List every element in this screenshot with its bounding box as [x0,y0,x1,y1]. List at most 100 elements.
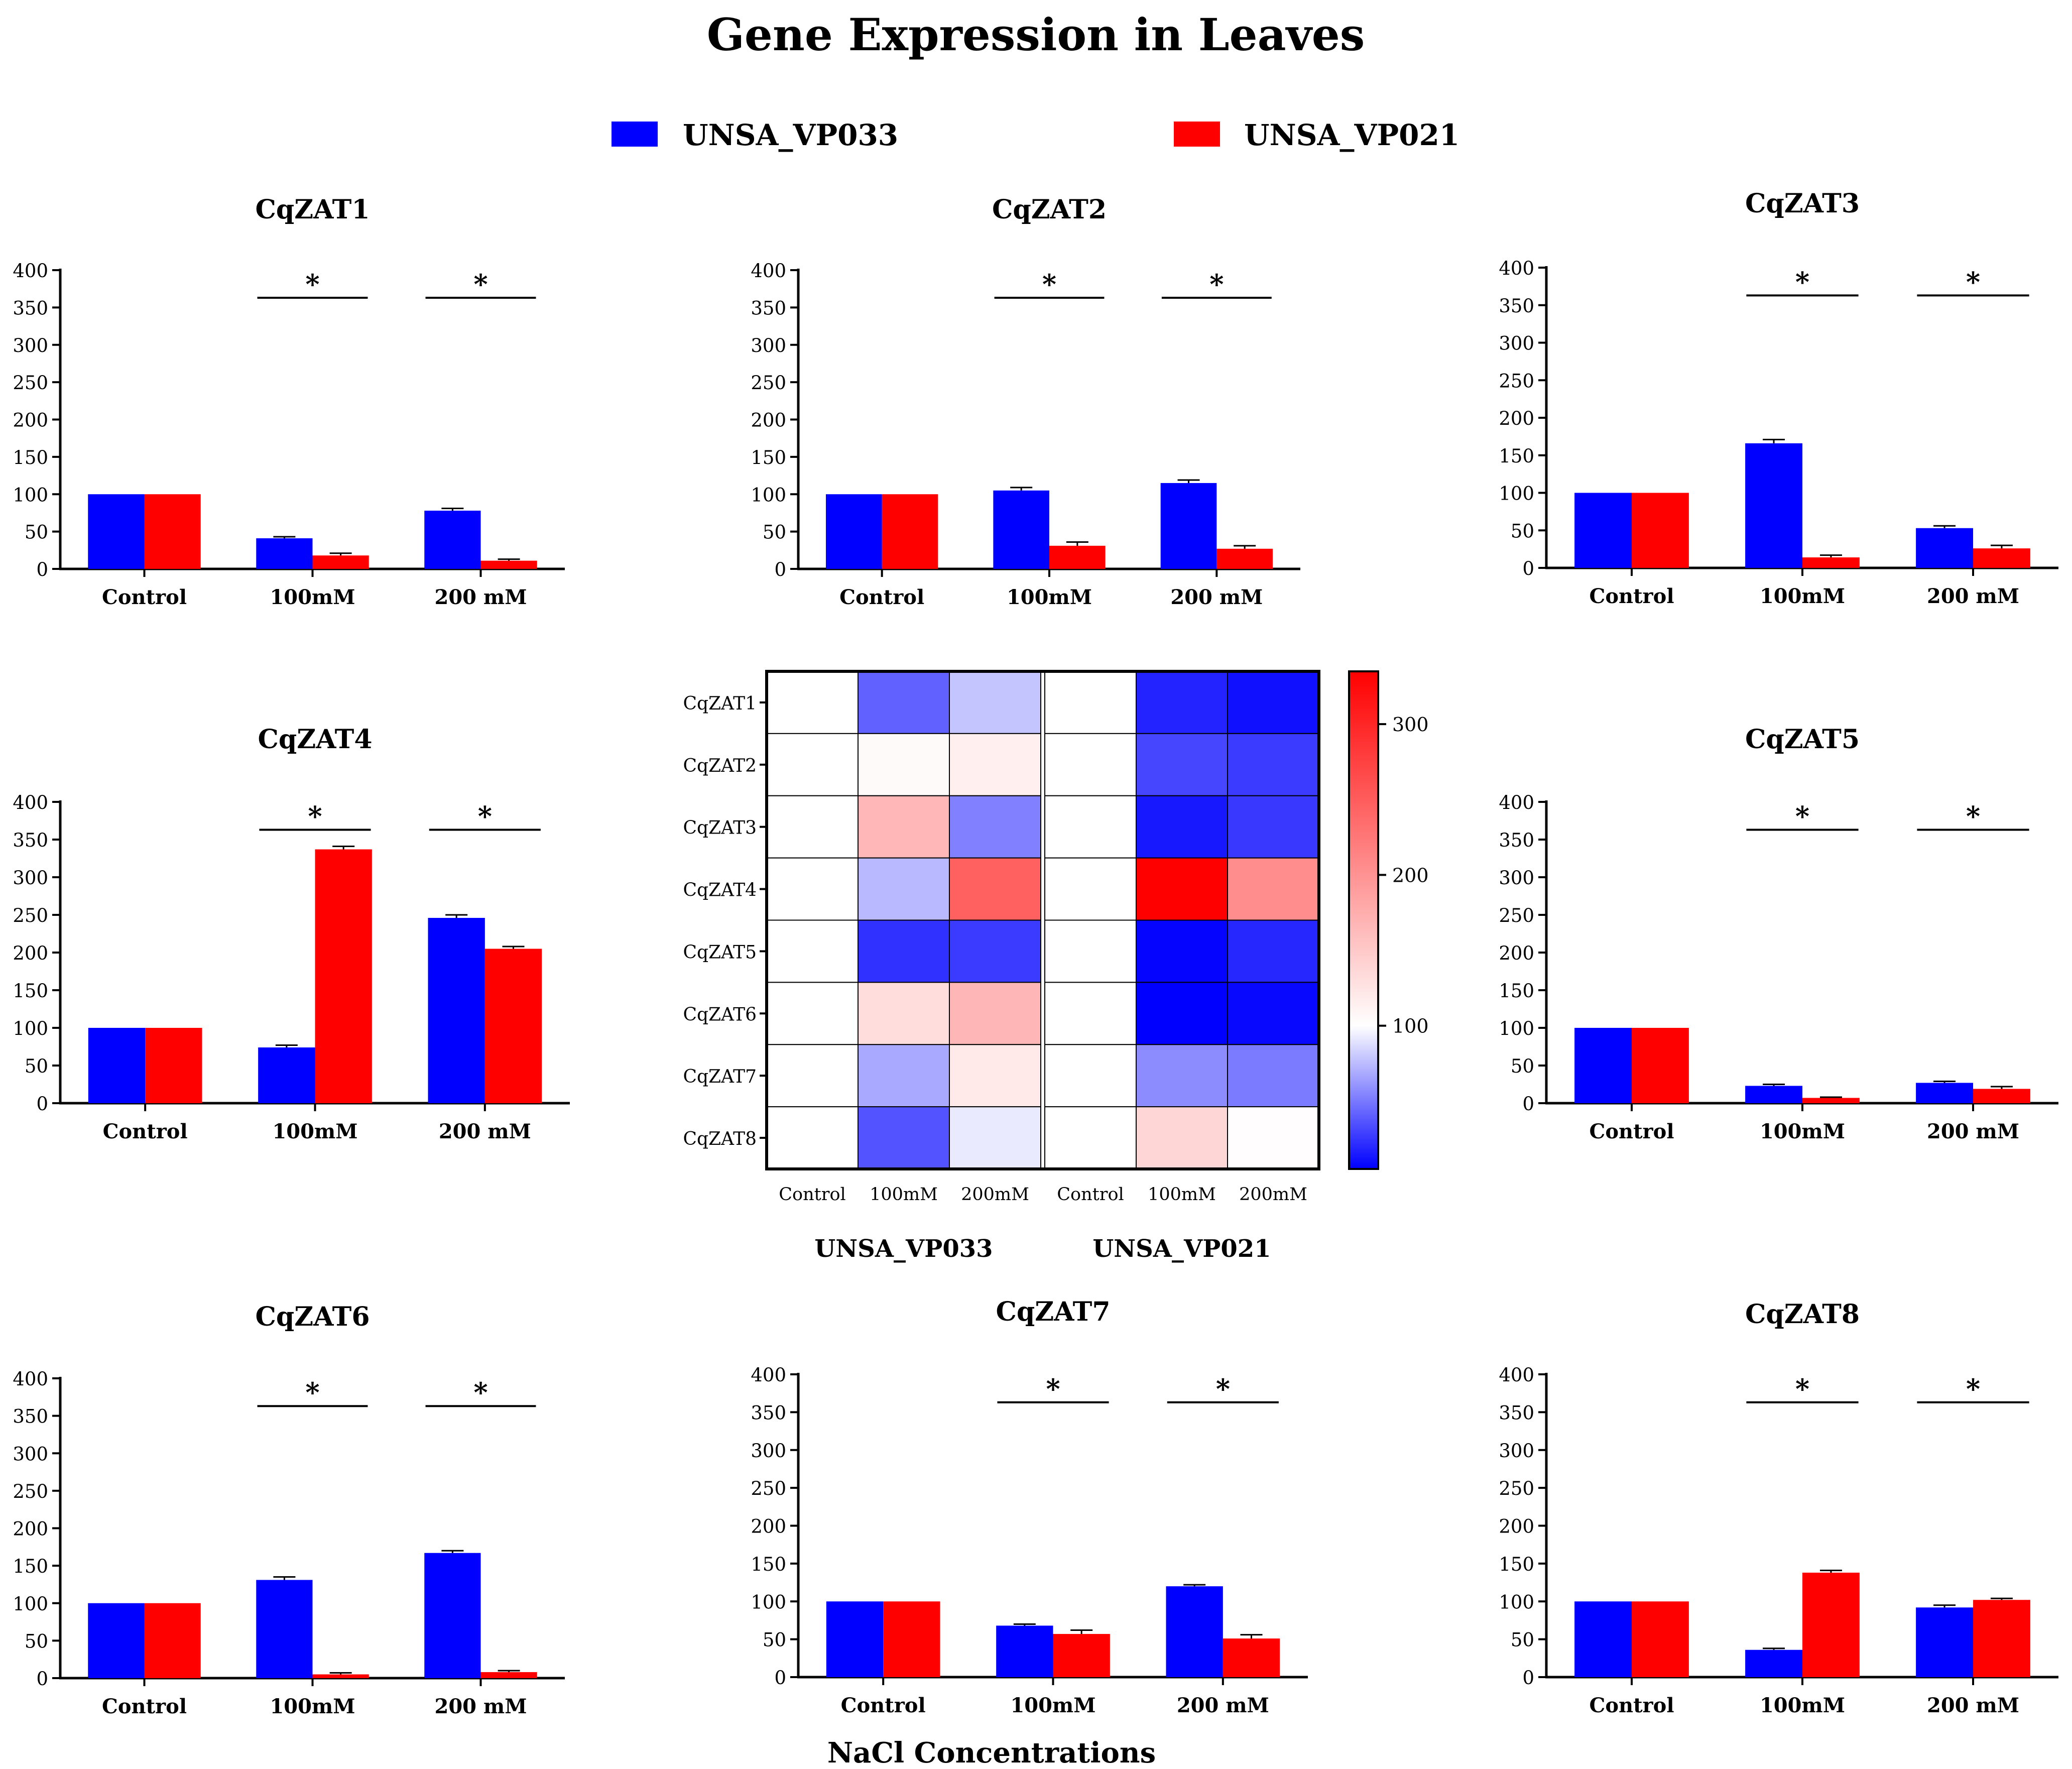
heatmap-cell [858,1044,950,1108]
bar-vp021-0 [1632,493,1689,568]
y-tick-label: 0 [1522,558,1534,579]
colorbar-tick-label: 200 [1392,864,1429,886]
bar-vp033-2 [424,1553,481,1678]
heatmap-cell [1136,795,1228,859]
bar-vp033-0 [1574,493,1632,568]
legend-label-vp021: UNSA_VP021 [1244,118,1459,152]
heatmap-cell [1044,733,1137,796]
legend-swatch-vp033 [612,122,658,147]
bar-vp033-2 [1916,528,1973,568]
bar-vp021-2 [1973,1089,2030,1103]
y-tick-label: 150 [751,1554,786,1575]
heatmap-col-label: 100mM [870,1185,938,1205]
bar-vp033-2 [1166,1586,1223,1677]
bar-vp033-2 [1916,1083,1973,1103]
x-tick-label: Control [102,585,187,609]
bar-vp021-1 [312,555,369,569]
heatmap-row-label: CqZAT2 [683,756,757,776]
y-tick-label: 0 [36,1668,48,1690]
heatmap-cell [1227,919,1319,983]
y-tick-label: 100 [1499,483,1534,505]
y-tick-label: 150 [13,1556,48,1577]
bar-vp033-2 [424,510,481,569]
bar-vp033-0 [1574,1028,1632,1103]
bar-vp021-2 [1973,1600,2030,1677]
bar-vp033-1 [996,1625,1053,1677]
y-tick-label: 300 [1499,333,1534,355]
y-tick-label: 150 [13,447,48,468]
y-tick-label: 400 [13,1368,48,1390]
y-tick-label: 300 [1499,1440,1534,1462]
y-tick-label: 200 [751,410,786,431]
y-tick-label: 50 [25,522,48,543]
heatmap-cell [1227,671,1319,734]
heatmap-cell [949,919,1041,983]
x-tick-label: 200 mM [1927,584,2019,608]
x-tick-label: 100mM [1010,1694,1095,1717]
heatmap-cell [949,857,1041,921]
heatmap-cell [1227,1106,1319,1169]
y-tick-label: 200 [13,410,48,431]
significance-marker: * [1966,800,1980,833]
significance-marker: * [1795,266,1809,298]
heatmap-cell [1227,857,1319,921]
heatmap-cell [1227,1044,1319,1108]
x-tick-label: 100mM [1760,1120,1845,1143]
heatmap-cell [766,1106,859,1169]
heatmap-cell [949,1106,1041,1169]
colorbar-tick-label: 300 [1392,714,1429,736]
chart-title: CqZAT1 [255,194,370,225]
significance-marker: * [478,800,492,833]
bar-vp033-0 [88,1603,145,1678]
y-tick-label: 50 [1511,520,1534,542]
bar-vp033-2 [428,918,485,1103]
x-tick-label: 100mM [270,1695,355,1718]
bar-vp021-1 [315,849,372,1103]
y-tick-label: 350 [1499,295,1534,317]
significance-marker: * [1966,266,1980,298]
significance-marker: * [473,268,487,300]
x-tick-label: 200 mM [1927,1120,2019,1143]
heatmap-cell [1136,1044,1228,1108]
bar-vp033-1 [993,490,1049,569]
x-tick-label: 100mM [270,585,355,609]
heatmap-cell [1227,733,1319,796]
bar-vp021-0 [145,1028,202,1103]
bar-vp021-1 [1802,557,1860,568]
y-tick-label: 200 [1499,408,1534,429]
y-tick-label: 300 [13,1443,48,1465]
bar-vp021-0 [882,494,938,569]
heatmap-cell [766,1044,859,1108]
x-tick-label: Control [841,1694,926,1717]
heatmap-cell [1136,919,1228,983]
heatmap-cell [949,671,1041,734]
bar-charts: CqZAT1 0 50 100 150 200 250 300 350 400 Control 100… [13,188,2058,1718]
bar-vp021-0 [144,494,201,569]
bar-vp021-0 [883,1601,940,1677]
heatmap-cell [766,982,859,1045]
bar-vp021-1 [1053,1634,1110,1677]
heatmap-cell [1136,857,1228,921]
chart-title: CqZAT5 [1745,724,1860,755]
y-tick-label: 0 [1522,1093,1534,1115]
heatmap-cell [1227,982,1319,1045]
y-tick-label: 350 [1499,1402,1534,1424]
y-tick-label: 300 [751,335,786,357]
y-tick-label: 50 [1511,1055,1534,1077]
x-tick-label: Control [103,1120,188,1143]
heatmap-cell [949,733,1041,796]
heatmap-cell [949,795,1041,859]
y-tick-label: 250 [1499,370,1534,392]
y-tick-label: 0 [36,559,48,580]
y-tick-label: 150 [751,447,786,468]
heatmap-row-label: CqZAT6 [683,1004,757,1025]
y-tick-label: 250 [13,372,48,394]
heatmap-cell [858,982,950,1045]
heatmap-cell [1044,795,1137,859]
heatmap-cell [766,919,859,983]
colorbar [1348,670,1379,1170]
heatmap-col-label: Control [779,1185,845,1205]
y-tick-label: 100 [1499,1591,1534,1613]
bar-chart-cqzat5: CqZAT5 0 50 100 150 200 250 300 350 400 Control 100… [1499,724,2058,1143]
y-tick-label: 400 [1499,792,1534,813]
